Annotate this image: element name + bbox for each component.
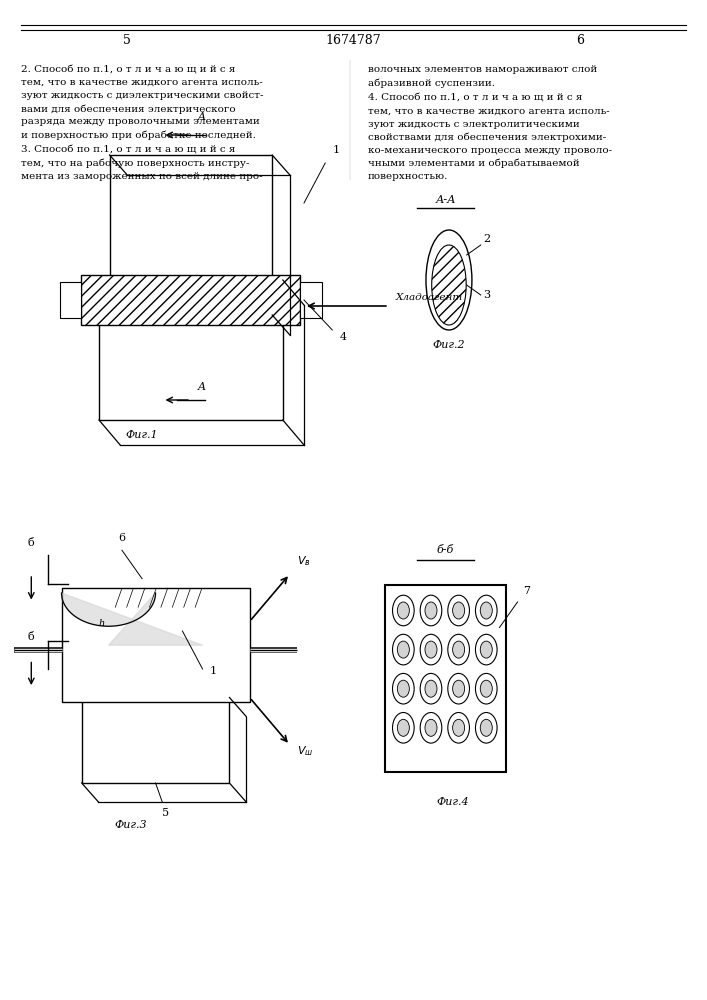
Text: 3. Способ по п.1, о т л и ч а ю щ и й с я: 3. Способ по п.1, о т л и ч а ю щ и й с …	[21, 146, 235, 155]
Ellipse shape	[432, 245, 466, 325]
Text: 5: 5	[123, 33, 132, 46]
Text: Фиг.4: Фиг.4	[436, 797, 469, 807]
Bar	[385, 585, 506, 772]
Text: Фиг.1: Фиг.1	[125, 430, 158, 440]
Text: 1: 1	[209, 666, 216, 676]
Text: свойствами для обеспечения электрохими-: свойствами для обеспечения электрохими-	[368, 133, 606, 142]
Circle shape	[425, 602, 437, 619]
Bar	[81, 698, 229, 783]
Circle shape	[392, 634, 414, 665]
Circle shape	[452, 680, 464, 697]
Circle shape	[480, 602, 492, 619]
Circle shape	[452, 719, 464, 736]
Text: 4. Способ по п.1, о т л и ч а ю щ и й с я: 4. Способ по п.1, о т л и ч а ю щ и й с …	[368, 94, 582, 103]
Circle shape	[448, 595, 469, 626]
Text: 4: 4	[339, 332, 346, 342]
Text: 6: 6	[118, 533, 126, 543]
Circle shape	[392, 595, 414, 626]
Circle shape	[397, 680, 409, 697]
Bar	[62, 588, 250, 702]
Circle shape	[480, 719, 492, 736]
Text: 6: 6	[575, 33, 584, 46]
Text: и поверхностью при обработке последней.: и поверхностью при обработке последней.	[21, 130, 256, 139]
Circle shape	[448, 712, 469, 743]
Text: 7: 7	[523, 585, 530, 595]
Text: тем, что в качестве жидкого агента исполь-: тем, что в качестве жидкого агента испол…	[368, 107, 609, 116]
Text: A: A	[197, 382, 206, 392]
Circle shape	[420, 673, 442, 704]
Polygon shape	[62, 593, 202, 645]
Text: б: б	[28, 538, 35, 548]
Text: поверхностью.: поверхностью.	[368, 172, 448, 181]
Text: 2: 2	[483, 234, 490, 244]
Circle shape	[475, 673, 497, 704]
Text: 1674787: 1674787	[326, 33, 381, 46]
Text: $V_в$: $V_в$	[296, 554, 310, 568]
Circle shape	[397, 641, 409, 658]
Text: 3: 3	[483, 290, 490, 300]
Text: 2. Способ по п.1, о т л и ч а ю щ и й с я: 2. Способ по п.1, о т л и ч а ю щ и й с …	[21, 65, 235, 74]
Circle shape	[392, 673, 414, 704]
Circle shape	[425, 680, 437, 697]
Text: чными элементами и обрабатываемой: чными элементами и обрабатываемой	[368, 159, 579, 168]
Circle shape	[452, 602, 464, 619]
Circle shape	[397, 602, 409, 619]
Circle shape	[420, 712, 442, 743]
Text: б-б: б-б	[437, 545, 454, 555]
Text: Фиг.2: Фиг.2	[433, 340, 465, 350]
Text: волочных элементов намораживают слой: волочных элементов намораживают слой	[368, 65, 597, 74]
Circle shape	[475, 712, 497, 743]
Text: разряда между проволочными элементами: разряда между проволочными элементами	[21, 117, 260, 126]
Circle shape	[448, 673, 469, 704]
Bar	[99, 280, 283, 420]
Text: тем, что в качестве жидкого агента исполь-: тем, что в качестве жидкого агента испол…	[21, 78, 263, 87]
Circle shape	[480, 680, 492, 697]
Text: зуют жидкость с диэлектрическими свойст-: зуют жидкость с диэлектрическими свойст-	[21, 91, 264, 100]
Circle shape	[392, 712, 414, 743]
Text: Фиг.3: Фиг.3	[115, 820, 147, 830]
Circle shape	[475, 634, 497, 665]
Bar	[81, 275, 300, 325]
Circle shape	[425, 641, 437, 658]
Text: ко-механического процесса между проволо-: ко-механического процесса между проволо-	[368, 146, 612, 155]
Circle shape	[397, 719, 409, 736]
Circle shape	[420, 595, 442, 626]
Text: вами для обеспечения электрического: вами для обеспечения электрического	[21, 104, 236, 113]
Text: зуют жидкость с электролитическими: зуют жидкость с электролитическими	[368, 120, 580, 129]
Text: мента из замороженных по всей длине про-: мента из замороженных по всей длине про-	[21, 172, 263, 181]
Text: A: A	[197, 112, 206, 122]
Text: Хладоагент: Хладоагент	[396, 294, 463, 302]
Bar	[300, 282, 322, 318]
Text: абразивной суспензии.: абразивной суспензии.	[368, 78, 495, 88]
Circle shape	[425, 719, 437, 736]
Bar	[110, 155, 272, 315]
Circle shape	[452, 641, 464, 658]
Bar	[60, 282, 81, 318]
Circle shape	[475, 595, 497, 626]
Text: h: h	[99, 619, 105, 628]
Circle shape	[448, 634, 469, 665]
Text: тем, что на рабочую поверхность инстру-: тем, что на рабочую поверхность инстру-	[21, 159, 250, 168]
Text: 1: 1	[332, 145, 339, 155]
Text: $V_{ш}$: $V_{ш}$	[296, 744, 313, 758]
Text: А-А: А-А	[436, 195, 455, 205]
Text: б: б	[28, 633, 35, 643]
Circle shape	[480, 641, 492, 658]
Text: 5: 5	[162, 808, 170, 818]
Ellipse shape	[426, 230, 472, 330]
Circle shape	[420, 634, 442, 665]
